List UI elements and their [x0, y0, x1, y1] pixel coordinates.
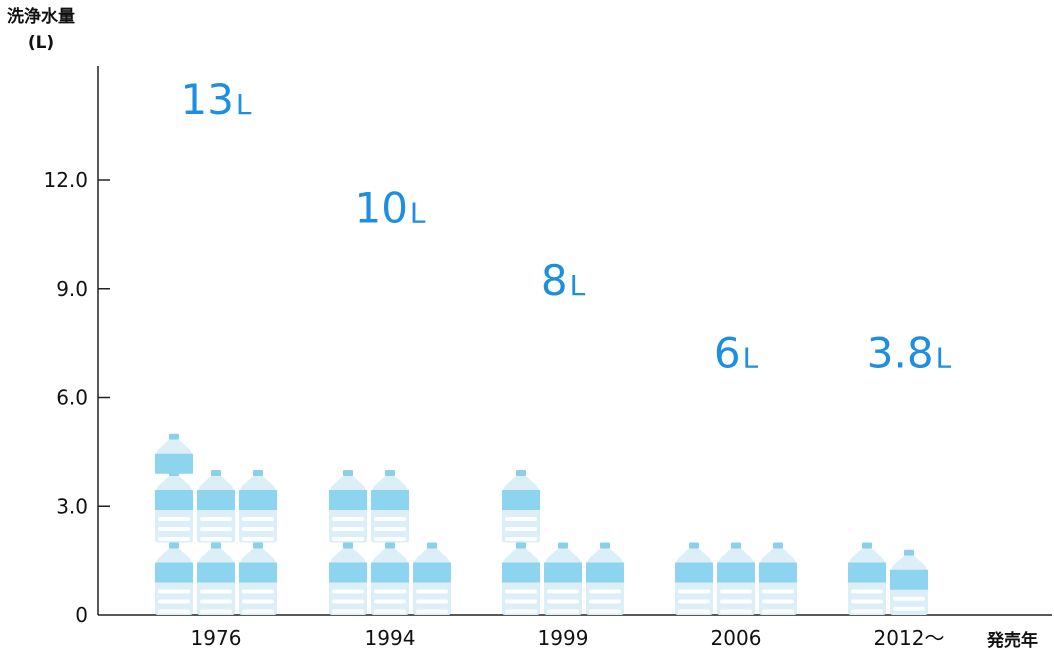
y-axis-label-line2: (L)	[27, 33, 55, 53]
value-label: 3.8L	[867, 329, 952, 378]
x-axis-label: 発売年	[987, 631, 1038, 651]
bottle	[717, 542, 755, 615]
y-tick-label: 6.0	[56, 386, 88, 410]
x-tick-label: 1994	[365, 626, 416, 650]
y-tick-label: 12.0	[43, 168, 88, 192]
bottle	[848, 542, 886, 615]
bar-1999	[502, 470, 624, 615]
bottle	[239, 542, 277, 615]
bottle	[155, 470, 193, 543]
value-labels: 13L 10L 8L 6L 3.8L	[180, 75, 951, 378]
bottle	[371, 542, 409, 615]
bar-1976	[155, 433, 277, 615]
value-label: 8L	[541, 256, 586, 305]
bottle	[675, 542, 713, 615]
value-label: 6L	[714, 329, 759, 378]
bottle	[759, 542, 797, 615]
bottle	[502, 470, 540, 543]
bottle	[329, 470, 367, 543]
bar-2006	[675, 542, 797, 615]
bottle	[586, 542, 624, 615]
y-axis-label-line1: 洗浄水量	[7, 7, 75, 27]
y-tick-label: 9.0	[56, 277, 88, 301]
bar-2012〜	[848, 542, 928, 615]
bottle	[890, 549, 928, 615]
bottle	[502, 542, 540, 615]
y-ticks: 0 3.0 6.0 9.0 12.0	[43, 168, 110, 627]
bottle-bars	[155, 433, 928, 615]
bottle	[155, 433, 193, 474]
value-label: 10L	[354, 184, 425, 233]
bottle	[413, 542, 451, 615]
bottle	[329, 542, 367, 615]
x-tick-label: 1976	[191, 626, 242, 650]
bottle	[371, 470, 409, 543]
bottle	[155, 542, 193, 615]
bottle	[197, 542, 235, 615]
x-tick-label: 2012〜	[874, 626, 945, 650]
y-tick-label: 0	[75, 603, 88, 627]
bottle	[544, 542, 582, 615]
y-tick-label: 3.0	[56, 494, 88, 518]
bar-1994	[329, 470, 451, 615]
value-label: 13L	[180, 75, 251, 124]
bottle	[239, 470, 277, 543]
x-ticks: 1976 1994 1999 2006 2012〜	[191, 626, 945, 650]
x-tick-label: 2006	[711, 626, 762, 650]
y-axis-label: 洗浄水量 (L)	[0, 4, 82, 56]
x-tick-label: 1999	[538, 626, 589, 650]
bottle	[197, 470, 235, 543]
